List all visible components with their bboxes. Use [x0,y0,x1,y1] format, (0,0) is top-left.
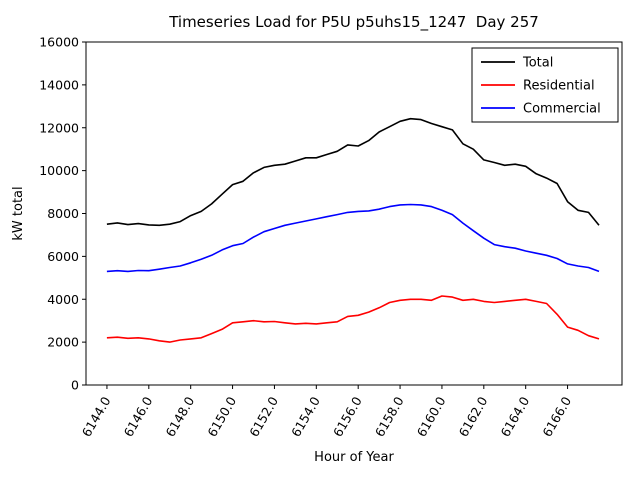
x-tick-label: 6154.0 [288,394,323,439]
y-tick-label: 14000 [39,77,79,92]
legend-label-residential: Residential [523,79,595,94]
x-tick-label: 6150.0 [204,394,239,439]
y-tick-label: 2000 [47,335,79,350]
legend-label-total: Total [522,56,553,71]
chart-title: Timeseries Load for P5U p5uhs15_1247 Day… [168,13,539,32]
y-axis-label: kW total [11,186,26,240]
legend-label-commercial: Commercial [523,102,601,117]
series-line-total [106,117,600,227]
series-line-residential [106,295,600,343]
x-tick-label: 6156.0 [330,394,365,439]
y-tick-label: 12000 [39,120,79,135]
x-tick-label: 6160.0 [414,394,449,439]
x-tick-label: 6144.0 [79,394,114,439]
y-tick-label: 4000 [47,292,79,307]
y-tick-label: 16000 [39,35,79,50]
series-line-commercial [106,203,600,273]
x-axis-label: Hour of Year [314,450,394,465]
y-tick-label: 0 [71,378,79,393]
y-tick-label: 10000 [39,163,79,178]
x-tick-label: 6146.0 [121,394,156,439]
x-tick-label: 6148.0 [162,394,197,439]
x-tick-label: 6166.0 [539,394,574,439]
x-tick-label: 6162.0 [456,394,491,439]
y-tick-label: 8000 [47,206,79,221]
x-tick-label: 6158.0 [372,394,407,439]
x-tick-label: 6152.0 [246,394,281,439]
x-tick-label: 6164.0 [497,394,532,439]
y-tick-label: 6000 [47,249,79,264]
